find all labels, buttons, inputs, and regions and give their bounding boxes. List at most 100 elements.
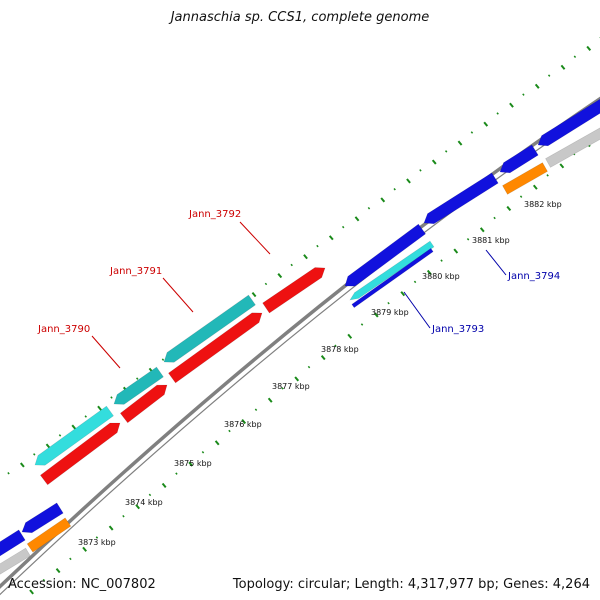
outer-tick bbox=[573, 55, 577, 58]
inner-tick bbox=[360, 323, 364, 326]
inner-tick bbox=[373, 312, 379, 318]
tick-label: 3876 kbp bbox=[224, 420, 262, 429]
outer-tick bbox=[431, 159, 437, 165]
tick-label: 3878 kbp bbox=[321, 345, 359, 354]
tick-label: 3881 kbp bbox=[472, 236, 510, 245]
outer-tick bbox=[97, 405, 102, 411]
topology-summary: Topology: circular; Length: 4,317,977 bp… bbox=[232, 577, 590, 592]
gene-red-3790b bbox=[119, 384, 168, 424]
outer-tick bbox=[19, 462, 25, 468]
outer-tick bbox=[560, 64, 566, 70]
inner-tick bbox=[426, 269, 432, 275]
tick-label: 3879 kbp bbox=[371, 308, 409, 317]
outer-tick bbox=[470, 131, 474, 134]
inner-tick bbox=[400, 291, 406, 297]
gene-leader-line bbox=[239, 221, 271, 255]
tick-label: 3875 kbp bbox=[174, 459, 212, 468]
inner-tick bbox=[55, 568, 61, 574]
inner-tick bbox=[214, 440, 220, 446]
inner-tick bbox=[532, 184, 538, 190]
gene-teal-c bbox=[163, 294, 256, 363]
inner-tick bbox=[546, 174, 549, 177]
gene-leader-line bbox=[91, 335, 121, 369]
outer-tick bbox=[534, 83, 540, 89]
inner-tick bbox=[122, 514, 125, 518]
gene-cyan-a bbox=[34, 405, 114, 466]
inner-tick bbox=[148, 493, 152, 497]
inner-tick bbox=[479, 227, 485, 233]
outer-tick bbox=[290, 263, 293, 267]
outer-tick bbox=[161, 358, 165, 361]
inner-tick bbox=[320, 355, 326, 361]
inner-tick bbox=[201, 451, 205, 454]
gene-red-3791 bbox=[168, 312, 263, 384]
outer-tick bbox=[136, 377, 139, 380]
inner-tick bbox=[294, 376, 300, 382]
outer-tick bbox=[457, 140, 463, 146]
outer-tick bbox=[277, 273, 283, 279]
gene-blue-3794 bbox=[423, 172, 499, 225]
inner-tick bbox=[413, 280, 417, 284]
outer-tick bbox=[522, 93, 525, 96]
tick-label: 3880 kbp bbox=[422, 272, 460, 281]
outer-tick bbox=[367, 206, 371, 210]
outer-tick bbox=[316, 244, 319, 248]
inner-tick bbox=[387, 301, 390, 305]
gene-label: Jann_3793 bbox=[431, 324, 484, 335]
inner-tick bbox=[334, 344, 337, 348]
inner-tick bbox=[347, 333, 353, 339]
inner-tick bbox=[307, 365, 311, 369]
outer-tick bbox=[71, 424, 77, 430]
inner-tick bbox=[135, 504, 141, 510]
outer-tick bbox=[303, 254, 308, 260]
gene-orange-right bbox=[502, 162, 548, 195]
inner-tick bbox=[42, 578, 46, 582]
outer-tick bbox=[509, 102, 514, 108]
gene-blue-e bbox=[537, 98, 600, 147]
outer-tick bbox=[496, 112, 499, 115]
inner-tick bbox=[175, 472, 178, 475]
outer-tick bbox=[7, 472, 10, 475]
tick-label: 3873 kbp bbox=[78, 538, 116, 547]
tick-label: 3874 kbp bbox=[125, 498, 163, 507]
inner-tick bbox=[519, 195, 523, 198]
gene-leader-line bbox=[403, 291, 431, 329]
inner-tick bbox=[466, 238, 470, 241]
outer-tick bbox=[84, 415, 87, 418]
gene-layer bbox=[0, 98, 600, 575]
gene-red-3792 bbox=[262, 267, 326, 314]
outer-tick bbox=[45, 443, 51, 449]
outer-tick bbox=[586, 45, 592, 51]
inner-tick bbox=[506, 205, 512, 212]
outer-tick bbox=[393, 188, 396, 191]
tick-layer: 3873 kbp 3874 kbp 3875 kbp 3876 kbp 3877 kbp… bbox=[7, 37, 600, 595]
gene-orange-bl bbox=[26, 517, 72, 553]
outer-tick bbox=[58, 434, 62, 437]
outer-tick bbox=[354, 216, 360, 222]
gene-gray-right bbox=[545, 127, 600, 168]
gene-gray-bl bbox=[0, 547, 31, 575]
gene-leader-line bbox=[485, 249, 507, 276]
inner-tick bbox=[440, 259, 443, 262]
gene-teal-b bbox=[113, 366, 164, 405]
inner-tick bbox=[267, 397, 273, 403]
inner-tick bbox=[69, 557, 72, 561]
inner-tick bbox=[241, 418, 247, 425]
inner-tick bbox=[188, 461, 194, 467]
gene-label: Jann_3791 bbox=[109, 266, 162, 277]
outer-tick bbox=[406, 178, 411, 184]
outer-tick bbox=[110, 396, 113, 399]
gene-label: Jann_3792 bbox=[188, 209, 241, 220]
outer-tick bbox=[264, 282, 268, 286]
gene-blue-d bbox=[499, 144, 539, 174]
inner-tick bbox=[493, 216, 496, 220]
outer-tick bbox=[380, 197, 386, 203]
outer-tick bbox=[341, 225, 345, 229]
accession-text: Accession: NC_007802 bbox=[8, 577, 156, 592]
inner-tick bbox=[254, 408, 258, 411]
tick-label: 3877 kbp bbox=[272, 382, 310, 391]
backbone-inner bbox=[0, 106, 600, 596]
inner-tick bbox=[453, 248, 459, 254]
outer-tick bbox=[547, 74, 551, 77]
